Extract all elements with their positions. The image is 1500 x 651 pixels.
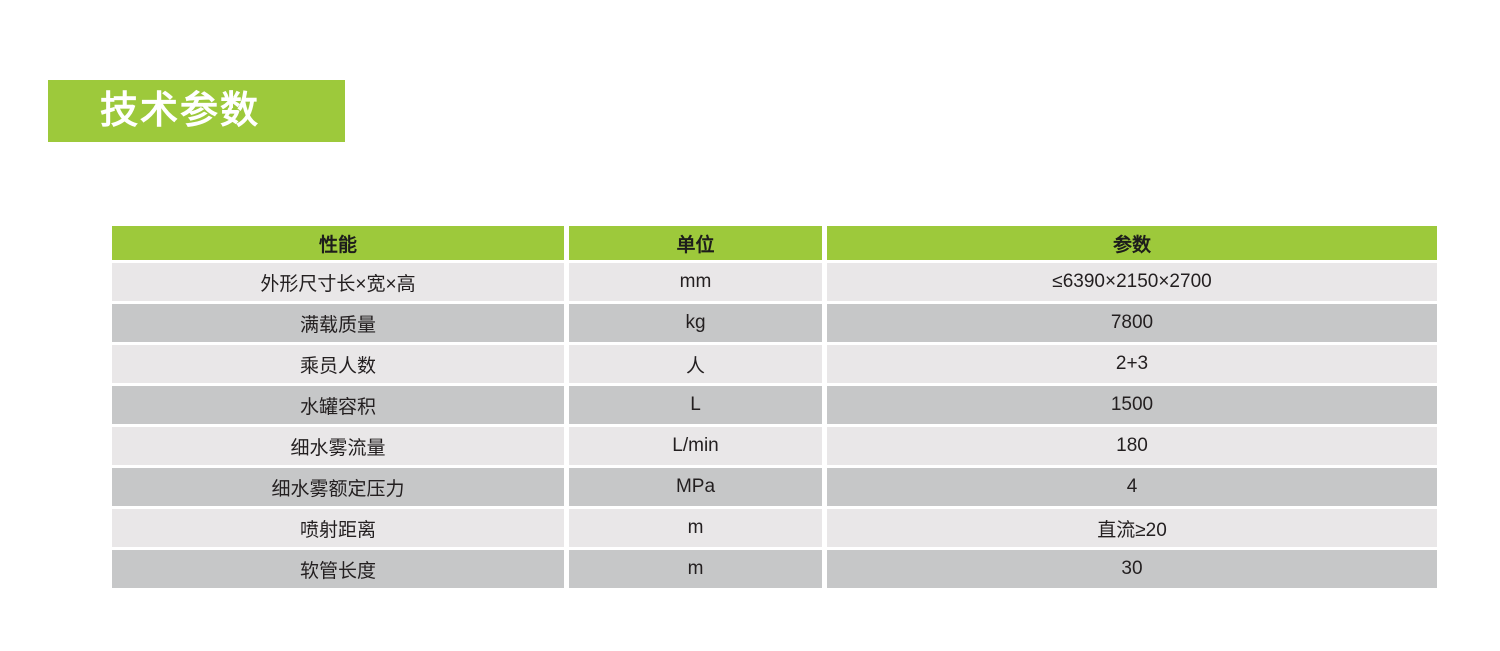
column-header-performance: 性能 — [112, 226, 564, 260]
column-header-unit: 单位 — [569, 226, 822, 260]
page-title: 技术参数 — [100, 90, 261, 132]
cell-unit: kg — [569, 304, 822, 342]
table-row: 乘员人数 人 2+3 — [112, 345, 1437, 383]
cell-unit: m — [569, 550, 822, 588]
cell-performance: 外形尺寸长×宽×高 — [112, 263, 564, 301]
cell-performance: 细水雾额定压力 — [112, 468, 564, 506]
cell-parameter: 30 — [827, 550, 1437, 588]
cell-performance: 软管长度 — [112, 550, 564, 588]
table-row: 外形尺寸长×宽×高 mm ≤6390×2150×2700 — [112, 263, 1437, 301]
cell-parameter: 1500 — [827, 386, 1437, 424]
table-row-empty — [112, 591, 1437, 629]
cell-unit: mm — [569, 263, 822, 301]
column-header-parameter: 参数 — [827, 226, 1437, 260]
table-row: 满载质量 kg 7800 — [112, 304, 1437, 342]
cell-performance: 细水雾流量 — [112, 427, 564, 465]
cell-parameter: 4 — [827, 468, 1437, 506]
table-row: 水罐容积 L 1500 — [112, 386, 1437, 424]
cell-parameter — [827, 591, 1437, 629]
section-title-banner: 技术参数 — [48, 80, 345, 142]
cell-performance: 乘员人数 — [112, 345, 564, 383]
cell-parameter: 7800 — [827, 304, 1437, 342]
technical-specification-table: 性能 单位 参数 外形尺寸长×宽×高 mm ≤6390×2150×2700 满载… — [112, 226, 1437, 632]
cell-unit: MPa — [569, 468, 822, 506]
cell-performance: 水罐容积 — [112, 386, 564, 424]
table-row: 细水雾流量 L/min 180 — [112, 427, 1437, 465]
cell-parameter: 直流≥20 — [827, 509, 1437, 547]
cell-parameter: ≤6390×2150×2700 — [827, 263, 1437, 301]
cell-parameter: 180 — [827, 427, 1437, 465]
table-header-row: 性能 单位 参数 — [112, 226, 1437, 260]
cell-parameter: 2+3 — [827, 345, 1437, 383]
cell-unit — [569, 591, 822, 629]
cell-performance — [112, 591, 564, 629]
cell-performance: 满载质量 — [112, 304, 564, 342]
cell-unit: 人 — [569, 345, 822, 383]
table-row: 软管长度 m 30 — [112, 550, 1437, 588]
cell-performance: 喷射距离 — [112, 509, 564, 547]
table-row: 喷射距离 m 直流≥20 — [112, 509, 1437, 547]
cell-unit: m — [569, 509, 822, 547]
table-row: 细水雾额定压力 MPa 4 — [112, 468, 1437, 506]
cell-unit: L/min — [569, 427, 822, 465]
cell-unit: L — [569, 386, 822, 424]
